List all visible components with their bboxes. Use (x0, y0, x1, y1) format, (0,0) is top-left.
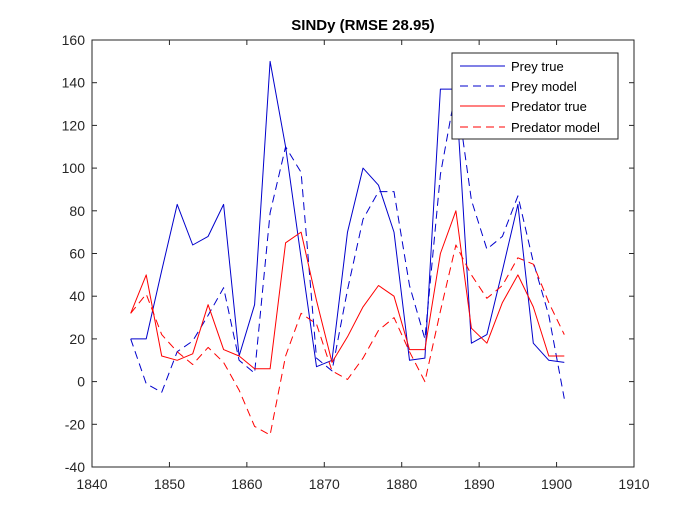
legend-label-prey-true: Prey true (511, 59, 564, 74)
series-line-predator-model (130, 244, 565, 436)
legend-label-predator-true: Predator true (511, 99, 587, 114)
x-tick-label: 1850 (154, 476, 185, 492)
y-tick-label: 40 (69, 288, 85, 304)
y-tick-label: 160 (62, 32, 86, 48)
axis-ticks: 1840 1850 1860 1870 1880 1890 1900 1910 -40 -20 0 2… (62, 32, 650, 492)
y-tick-label: 140 (62, 75, 86, 91)
legend-item-prey-model: Prey model (460, 79, 577, 94)
legend-item-predator-true: Predator true (460, 99, 587, 114)
x-tick-label: 1870 (309, 476, 340, 492)
y-tick-label: -40 (65, 459, 85, 475)
y-tick-label: 80 (69, 203, 85, 219)
y-tick-label: 100 (62, 160, 86, 176)
legend-box (451, 52, 619, 140)
legend-label-predator-model: Predator model (511, 120, 600, 135)
legend-item-prey-true: Prey true (460, 59, 564, 74)
x-tick-label: 1860 (231, 476, 262, 492)
legend-label-prey-model: Prey model (511, 79, 577, 94)
y-tick-label: 60 (69, 246, 85, 262)
y-tick-label: 0 (77, 374, 85, 390)
chart-title: SINDy (RMSE 28.95) (291, 17, 434, 34)
x-tick-label: 1840 (76, 476, 107, 492)
y-tick-label: -20 (65, 416, 85, 432)
x-tick-label: 1890 (464, 476, 495, 492)
series-line-predator-true (130, 210, 565, 370)
x-tick-label: 1900 (541, 476, 572, 492)
y-tick-label: 20 (69, 331, 85, 347)
legend: Prey true Prey model Predator true Preda… (451, 52, 619, 140)
plot-frame (91, 39, 635, 468)
series-line-prey-model (130, 88, 565, 399)
y-tick-label: 120 (62, 117, 86, 133)
x-tick-label: 1910 (618, 476, 649, 492)
series-line-prey-true (130, 60, 565, 368)
x-tick-label: 1880 (386, 476, 417, 492)
series-lines (130, 60, 565, 436)
legend-item-predator-model: Predator model (460, 120, 600, 135)
